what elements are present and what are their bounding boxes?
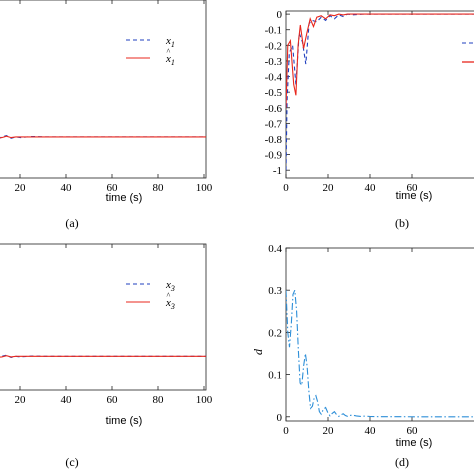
y-tick-label: -1 bbox=[273, 165, 282, 177]
plot-frame bbox=[285, 10, 474, 179]
y-tick-label: 0.4 bbox=[268, 243, 282, 255]
y-tick-label: 0.1 bbox=[268, 370, 282, 382]
series-line-1 bbox=[286, 289, 474, 418]
legend-subscript: 3 bbox=[170, 302, 175, 311]
x-tick-label: 100 bbox=[196, 394, 213, 406]
plot-frame bbox=[0, 0, 207, 179]
x-tick-label: 60 bbox=[107, 182, 119, 194]
y-tick-label: -0.6 bbox=[265, 103, 283, 115]
x-tick-label: 20 bbox=[323, 182, 335, 194]
legend-label: x3 bbox=[165, 297, 175, 311]
legend-hat: ^ bbox=[167, 47, 171, 56]
legend-label: x1 bbox=[165, 35, 175, 49]
legend-subscript: 1 bbox=[171, 40, 175, 49]
x-tick-label: 0 bbox=[283, 182, 289, 194]
x-axis-label: time (s) bbox=[396, 437, 433, 449]
x-tick-label: 20 bbox=[15, 182, 27, 194]
x-axis-label: time (s) bbox=[106, 415, 143, 427]
series-line-2 bbox=[0, 355, 206, 358]
x-tick-label: 60 bbox=[407, 182, 419, 194]
legend-label: x1 bbox=[165, 53, 175, 67]
y-axis-label: d bbox=[251, 348, 265, 355]
y-tick-label: 0.2 bbox=[268, 327, 282, 339]
x-tick-label: 60 bbox=[407, 425, 419, 437]
y-tick-label: -0.4 bbox=[265, 72, 283, 84]
x-axis-label: time (s) bbox=[396, 190, 433, 202]
x-tick-label: 40 bbox=[365, 425, 377, 437]
legend-hat: ^ bbox=[167, 291, 171, 300]
panel-caption: (c) bbox=[65, 455, 78, 469]
panel-c: 020406080100x3x3^time (s)(c) bbox=[0, 243, 213, 469]
x-tick-label: 20 bbox=[15, 394, 27, 406]
y-tick-label: -0.3 bbox=[265, 56, 283, 68]
panel-caption: (b) bbox=[395, 216, 409, 230]
legend-label: x3 bbox=[165, 279, 175, 293]
x-tick-label: 60 bbox=[107, 394, 119, 406]
x-tick-label: 20 bbox=[323, 425, 335, 437]
x-tick-label: 80 bbox=[153, 182, 165, 194]
panel-b: 0 20 40 60 0 -0.1 -0.2 -0.3 -0.4 -0.5 -0.6 -0.7 -0.8… bbox=[265, 9, 474, 230]
plot-frame bbox=[285, 247, 474, 422]
y-tick-label: -0.2 bbox=[265, 40, 282, 52]
panel-d: 0 20 40 60 0 0.1 0.2 0.3 0.4 d time (s) (d) bbox=[251, 243, 474, 469]
x-axis-label: time (s) bbox=[106, 192, 143, 204]
y-tick-label: -0.8 bbox=[265, 134, 283, 146]
legend-subscript: 3 bbox=[170, 284, 175, 293]
panel-caption: (a) bbox=[65, 216, 78, 230]
x-tick-label: 80 bbox=[153, 394, 165, 406]
panel-caption: (d) bbox=[395, 455, 409, 469]
x-tick-label: 40 bbox=[61, 182, 73, 194]
series-line-2 bbox=[286, 13, 474, 108]
y-tick-label: 0 bbox=[277, 412, 283, 424]
series-line-2 bbox=[0, 135, 206, 139]
plot-frame bbox=[0, 243, 207, 391]
y-tick-label: -0.1 bbox=[265, 25, 282, 37]
y-tick-label: -0.9 bbox=[265, 150, 283, 162]
x-tick-label: 0 bbox=[283, 425, 289, 437]
y-tick-label: 0.3 bbox=[268, 285, 282, 297]
x-tick-label: 40 bbox=[61, 394, 73, 406]
legend-subscript: 1 bbox=[171, 58, 175, 67]
y-tick-label: -0.5 bbox=[265, 87, 283, 99]
x-tick-label: 40 bbox=[365, 182, 377, 194]
y-tick-label: -0.7 bbox=[265, 118, 283, 130]
panel-a: 020406080100x1x1^time (s)(a) bbox=[0, 0, 213, 230]
y-tick-label: 0 bbox=[277, 9, 283, 21]
x-tick-label: 100 bbox=[196, 182, 213, 194]
